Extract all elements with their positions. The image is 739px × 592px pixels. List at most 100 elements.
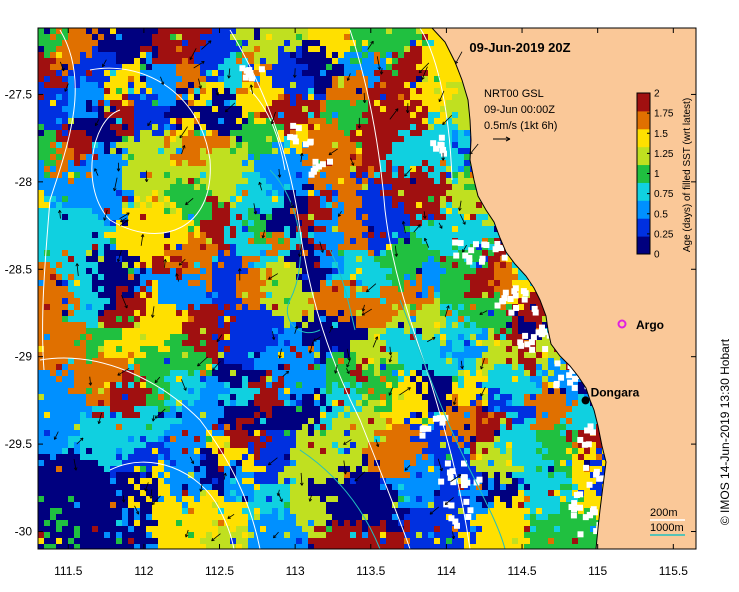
sst-pixel xyxy=(362,142,368,148)
sst-pixel xyxy=(308,124,314,130)
sst-pixel xyxy=(242,298,248,304)
sst-pixel xyxy=(368,88,374,94)
sst-pixel xyxy=(266,274,272,280)
sst-pixel xyxy=(320,40,326,46)
sst-pixel xyxy=(104,154,110,160)
sst-pixel xyxy=(308,88,314,94)
sst-pixel xyxy=(254,94,260,100)
sst-pixel xyxy=(260,190,266,196)
sst-pixel xyxy=(392,82,398,88)
sst-pixel xyxy=(50,100,56,106)
sst-pixel xyxy=(230,292,236,298)
sst-pixel xyxy=(158,70,164,76)
sst-pixel xyxy=(212,94,218,100)
sst-pixel xyxy=(122,58,128,64)
sst-pixel xyxy=(242,100,248,106)
sst-pixel xyxy=(38,286,44,292)
sst-pixel xyxy=(404,142,410,148)
sst-pixel xyxy=(140,202,146,208)
sst-pixel xyxy=(488,286,494,292)
sst-pixel xyxy=(416,70,422,76)
sst-pixel xyxy=(458,106,464,112)
sst-pixel xyxy=(110,106,116,112)
sst-pixel xyxy=(104,148,110,154)
sst-pixel xyxy=(434,172,440,178)
sst-pixel xyxy=(404,136,410,142)
sst-pixel xyxy=(338,220,344,226)
sst-pixel xyxy=(338,142,344,148)
sst-pixel xyxy=(38,256,44,262)
sst-pixel xyxy=(308,106,314,112)
sst-pixel xyxy=(290,190,296,196)
sst-pixel xyxy=(164,40,170,46)
sst-pixel xyxy=(356,82,362,88)
sst-pixel xyxy=(158,262,164,268)
sst-pixel xyxy=(332,70,338,76)
sst-pixel xyxy=(224,196,230,202)
sst-pixel xyxy=(194,232,200,238)
sst-pixel xyxy=(218,286,224,292)
sst-pixel xyxy=(284,46,290,52)
sst-pixel xyxy=(320,172,326,178)
sst-pixel xyxy=(308,28,314,34)
sst-pixel xyxy=(416,106,422,112)
sst-pixel xyxy=(368,148,374,154)
sst-pixel xyxy=(200,178,206,184)
sst-pixel xyxy=(92,154,98,160)
sst-pixel xyxy=(440,70,446,76)
sst-pixel xyxy=(260,82,266,88)
sst-pixel xyxy=(428,292,434,298)
sst-pixel xyxy=(134,52,140,58)
sst-pixel xyxy=(338,226,344,232)
sst-pixel xyxy=(494,238,500,244)
sst-pixel xyxy=(362,106,368,112)
sst-pixel xyxy=(248,118,254,124)
sst-pixel xyxy=(158,94,164,100)
sst-pixel xyxy=(356,226,362,232)
sst-pixel xyxy=(146,46,152,52)
sst-pixel xyxy=(218,142,224,148)
sst-pixel xyxy=(398,52,404,58)
sst-pixel xyxy=(146,166,152,172)
sst-pixel xyxy=(248,166,254,172)
sst-pixel xyxy=(380,274,386,280)
sst-pixel xyxy=(434,166,440,172)
sst-pixel xyxy=(260,76,266,82)
sst-pixel xyxy=(86,172,92,178)
sst-pixel xyxy=(278,76,284,82)
sst-pixel xyxy=(326,274,332,280)
sst-pixel xyxy=(440,166,446,172)
sst-pixel xyxy=(104,106,110,112)
sst-pixel xyxy=(338,112,344,118)
sst-pixel xyxy=(404,82,410,88)
sst-pixel xyxy=(206,226,212,232)
sst-pixel xyxy=(164,106,170,112)
sst-pixel xyxy=(260,208,266,214)
sst-pixel xyxy=(188,70,194,76)
sst-pixel xyxy=(170,214,176,220)
sst-pixel xyxy=(464,136,470,142)
sst-pixel xyxy=(392,160,398,166)
sst-pixel xyxy=(272,178,278,184)
sst-pixel xyxy=(188,100,194,106)
sst-pixel xyxy=(68,154,74,160)
sst-pixel xyxy=(386,70,392,76)
sst-pixel xyxy=(260,298,266,304)
sst-pixel xyxy=(476,262,482,268)
sst-pixel xyxy=(116,298,122,304)
sst-pixel xyxy=(194,130,200,136)
sst-pixel xyxy=(362,40,368,46)
sst-pixel xyxy=(410,208,416,214)
sst-pixel xyxy=(200,52,206,58)
sst-pixel xyxy=(224,172,230,178)
sst-pixel xyxy=(236,298,242,304)
sst-pixel xyxy=(398,280,404,286)
sst-pixel xyxy=(212,208,218,214)
sst-pixel xyxy=(206,160,212,166)
sst-pixel xyxy=(476,280,482,286)
sst-pixel xyxy=(422,280,428,286)
sst-pixel xyxy=(116,106,122,112)
sst-pixel xyxy=(254,244,260,250)
sst-pixel xyxy=(518,280,524,286)
sst-pixel xyxy=(512,274,518,280)
